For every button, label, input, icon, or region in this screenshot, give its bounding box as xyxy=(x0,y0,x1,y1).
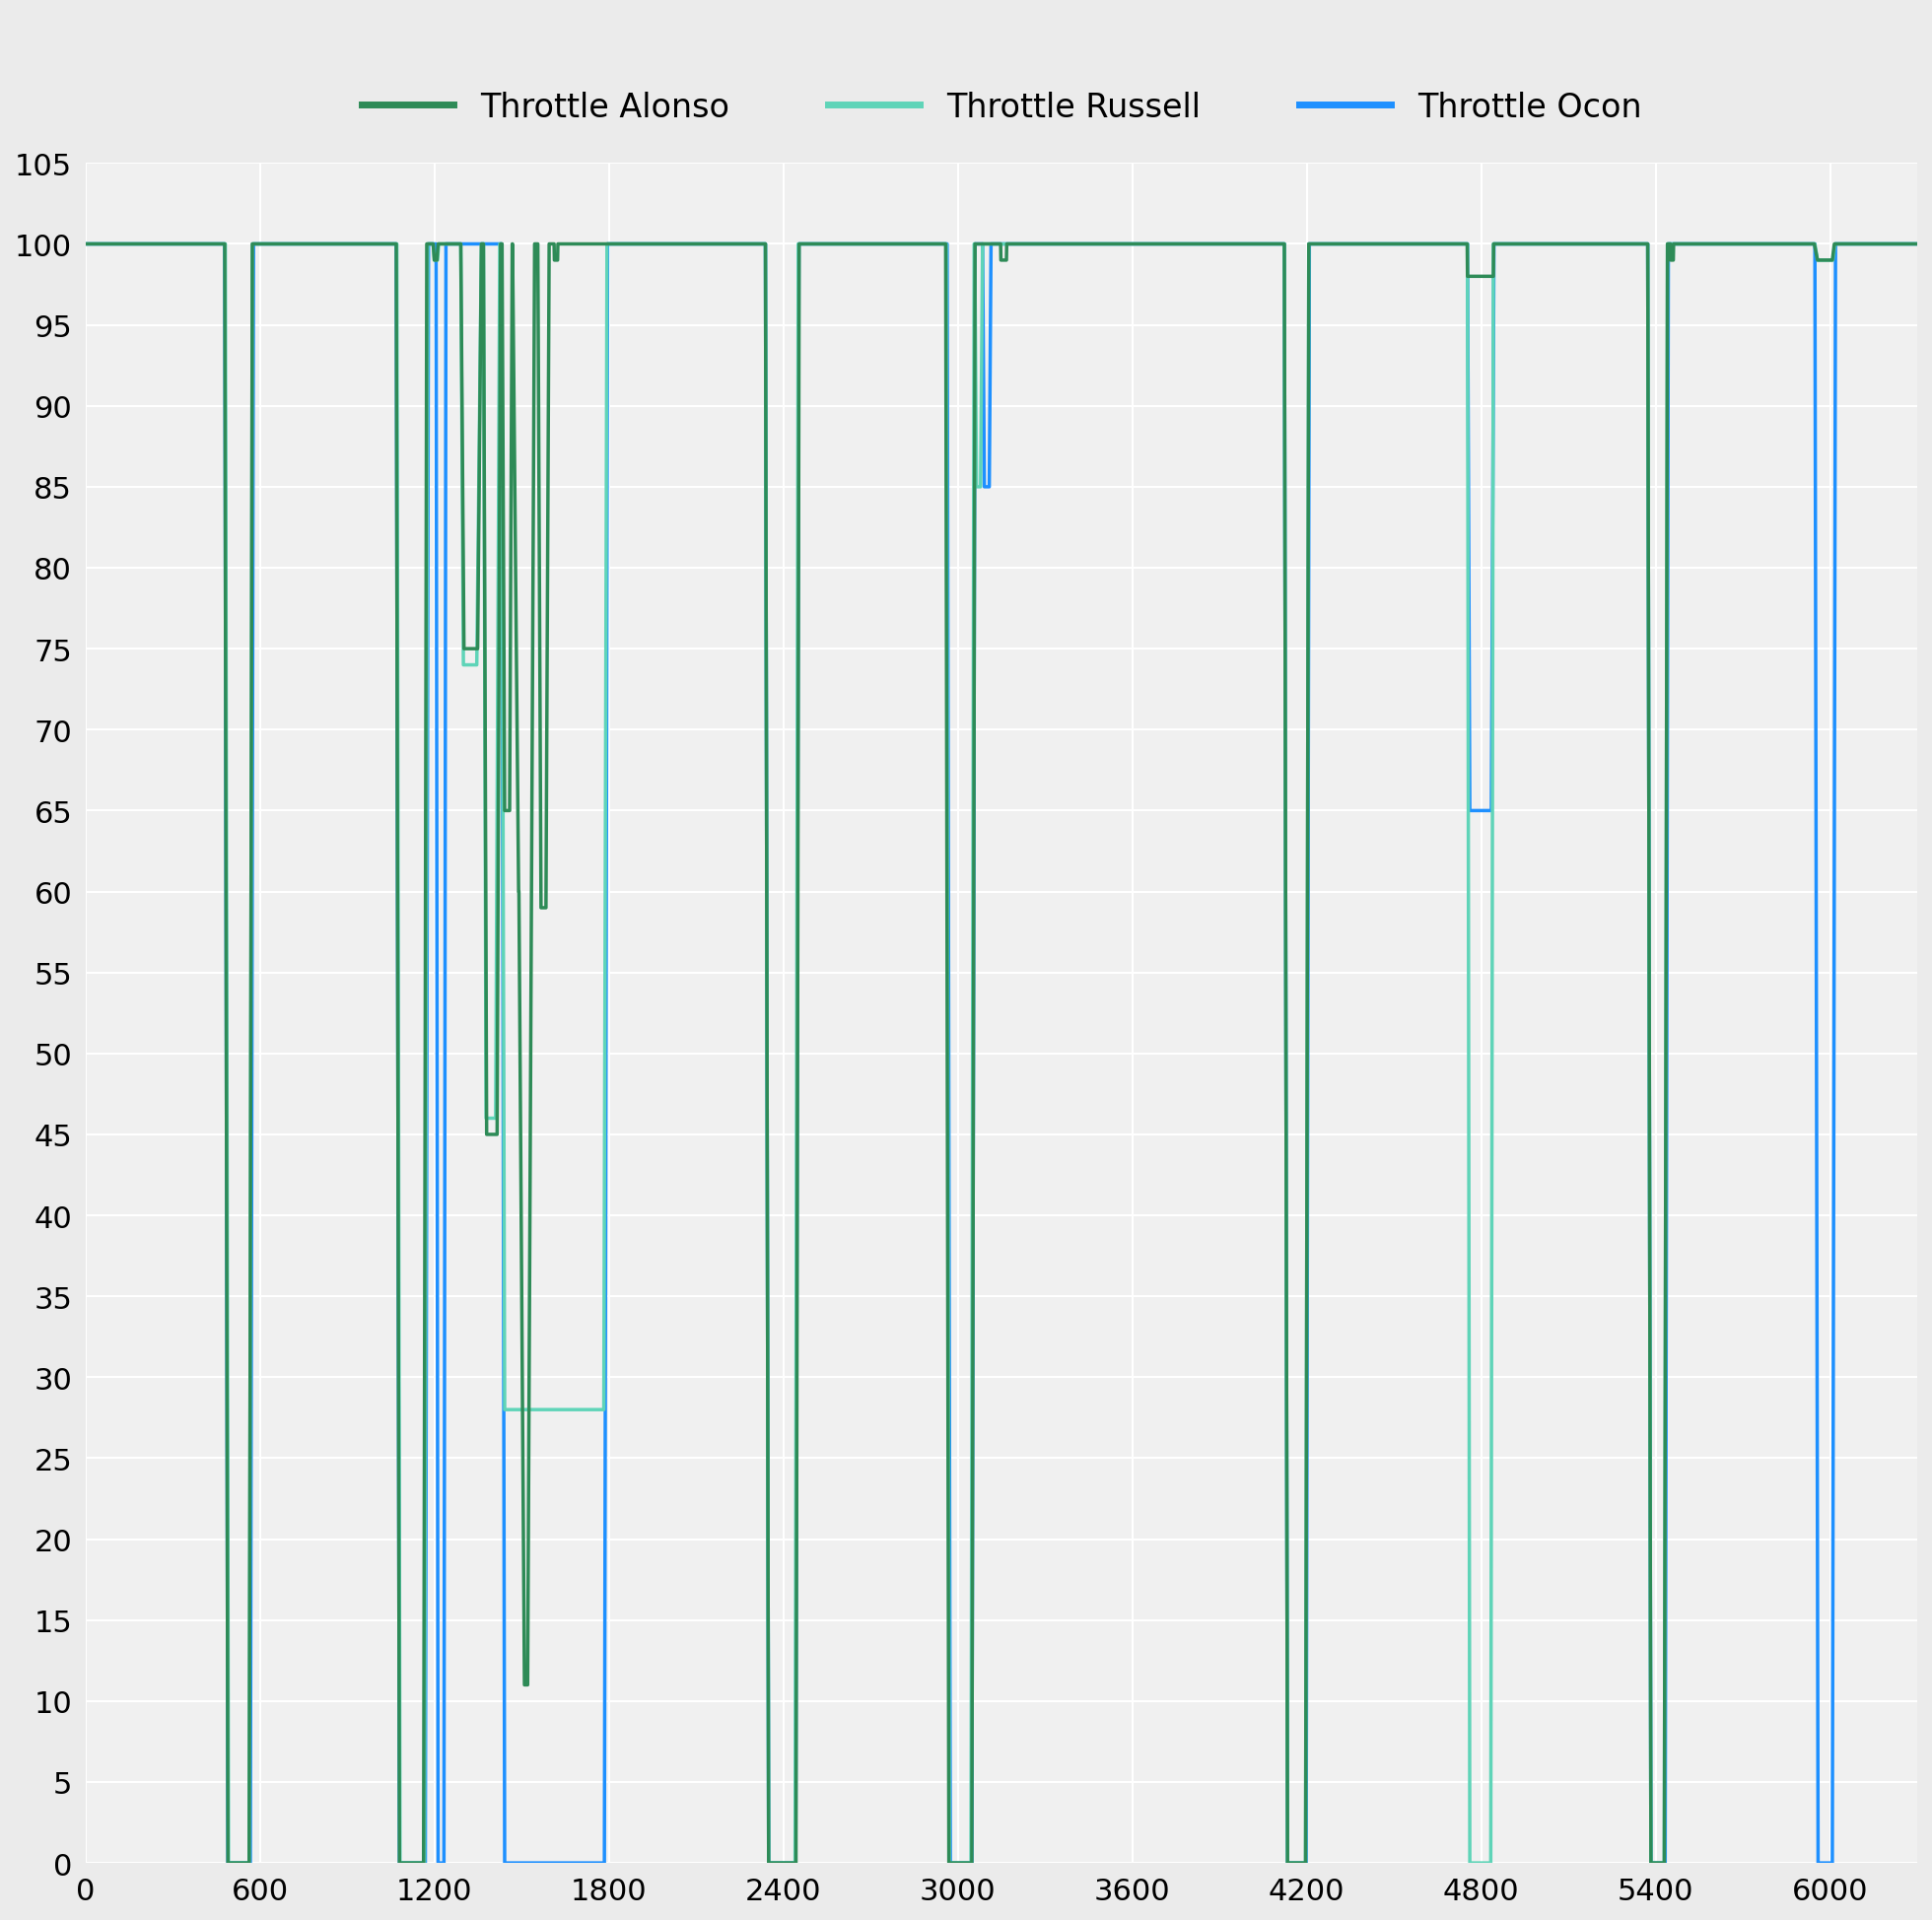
Line: Throttle Alonso: Throttle Alonso xyxy=(85,244,1917,1862)
Throttle Alonso xyxy=(1785,232,1808,255)
Throttle Russell xyxy=(1785,232,1808,255)
Throttle Russell xyxy=(1403,232,1426,255)
Throttle Ocon xyxy=(216,1851,240,1874)
Throttle Ocon xyxy=(1905,232,1928,255)
Throttle Russell xyxy=(216,1851,240,1874)
Throttle Alonso xyxy=(1872,232,1895,255)
Line: Throttle Ocon: Throttle Ocon xyxy=(85,244,1917,1862)
Throttle Russell xyxy=(612,232,636,255)
Throttle Ocon xyxy=(73,232,97,255)
Throttle Russell xyxy=(1905,232,1928,255)
Throttle Russell xyxy=(1872,232,1895,255)
Throttle Russell xyxy=(1872,232,1895,255)
Throttle Ocon xyxy=(1294,1557,1318,1580)
Throttle Alonso xyxy=(1872,232,1895,255)
Throttle Russell xyxy=(1294,1263,1318,1286)
Throttle Alonso xyxy=(73,232,97,255)
Throttle Alonso xyxy=(1403,232,1426,255)
Throttle Alonso xyxy=(216,1851,240,1874)
Legend: Throttle Alonso, Throttle Russell, Throttle Ocon: Throttle Alonso, Throttle Russell, Throt… xyxy=(348,79,1654,136)
Throttle Ocon xyxy=(1785,232,1808,255)
Throttle Alonso xyxy=(1905,232,1928,255)
Throttle Ocon xyxy=(612,232,636,255)
Throttle Russell xyxy=(73,232,97,255)
Throttle Alonso xyxy=(612,232,636,255)
Throttle Ocon xyxy=(1403,232,1426,255)
Throttle Ocon xyxy=(1872,232,1895,255)
Throttle Alonso xyxy=(1294,1263,1318,1286)
Throttle Ocon xyxy=(1872,232,1895,255)
Line: Throttle Russell: Throttle Russell xyxy=(85,244,1917,1862)
